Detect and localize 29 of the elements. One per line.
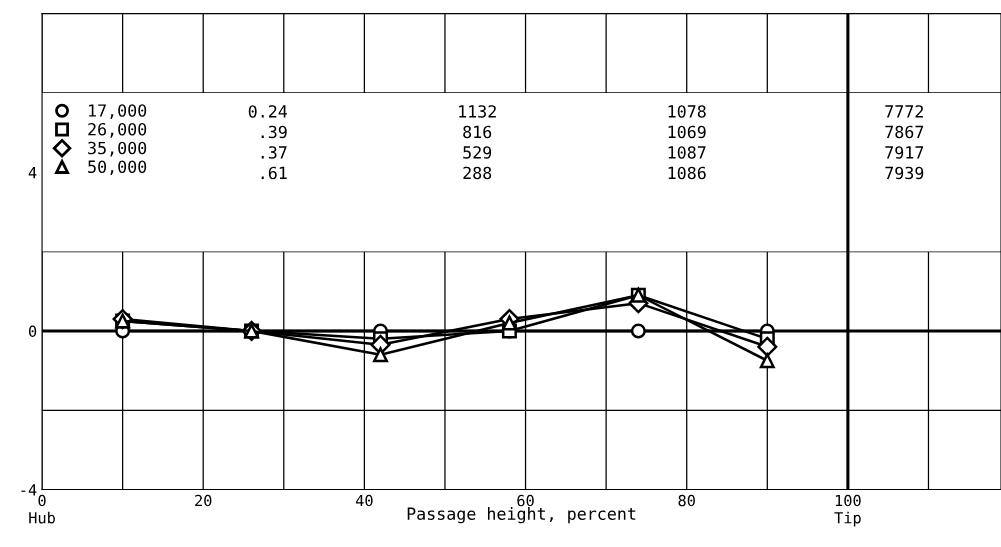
y-tick-label: 4	[28, 167, 37, 179]
annotation: 529	[463, 146, 492, 159]
annotation: 0.24	[248, 105, 288, 118]
annotation: 1132	[459, 105, 496, 118]
x-tick-label: 40	[355, 494, 373, 507]
x-tick-label: 20	[195, 494, 212, 507]
legend-label: 17,000	[89, 104, 147, 119]
legend-label: 50,000	[88, 160, 147, 176]
x-tick-label: 100 Tip	[834, 494, 861, 527]
annotation: 288	[463, 166, 492, 180]
annotation: .39	[261, 125, 287, 139]
annotation: 7917	[885, 146, 924, 159]
annotation: 1078	[668, 105, 706, 118]
x-axis-title: Passage height, percent	[407, 507, 636, 524]
legend-label: 35,000	[88, 141, 147, 157]
y-tick-label: -4	[21, 484, 37, 496]
annotation: 7867	[885, 125, 924, 139]
annotation: 1087	[668, 146, 706, 159]
annotation: .37	[261, 146, 287, 159]
y-tick-label: 0	[28, 325, 37, 337]
annotation: 1086	[668, 166, 706, 180]
annotation: 1069	[668, 125, 706, 139]
annotation: 7939	[885, 166, 924, 180]
annotation: .61	[261, 166, 287, 180]
x-tick-label: 80	[678, 494, 695, 507]
x-tick-label: 60	[517, 494, 534, 507]
annotation: 7772	[885, 105, 923, 118]
annotation: 816	[463, 125, 492, 139]
legend-label: 26,000	[88, 122, 147, 138]
